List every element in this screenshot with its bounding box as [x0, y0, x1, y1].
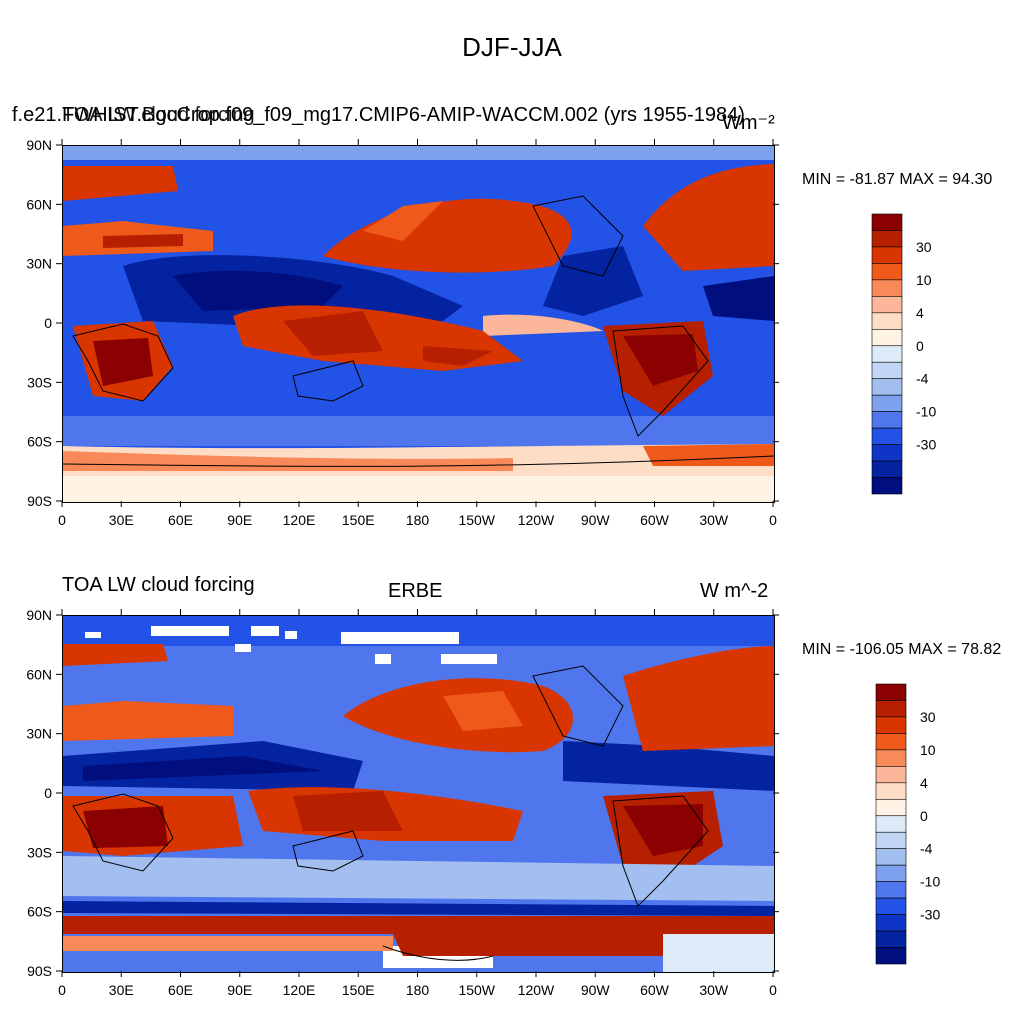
colorbar-swatch	[871, 477, 903, 495]
colorbar-swatch	[875, 947, 907, 965]
colorbar-swatch	[875, 700, 907, 718]
colorbar-swatch	[875, 716, 907, 734]
colorbar-label: 30	[916, 239, 932, 255]
colorbar-label: 0	[920, 808, 928, 824]
panel-2-map	[62, 615, 775, 973]
panel-1-map	[62, 145, 775, 503]
colorbar-swatch	[875, 914, 907, 932]
colorbar-swatch	[875, 897, 907, 915]
colorbar-swatch	[875, 766, 907, 784]
colorbar-label: -4	[916, 371, 929, 387]
colorbar-label: 4	[920, 775, 928, 791]
panel-1-variable-label: TOA LW cloud forcing	[62, 104, 255, 126]
colorbar-label: 10	[916, 272, 932, 288]
panel-2-variable-label: TOA LW cloud forcing	[62, 574, 255, 596]
panel-2-dataset-label: ERBE	[388, 580, 443, 602]
panel-2-minmax: MIN = -106.05 MAX = 78.82	[802, 641, 1002, 658]
colorbar-label: -4	[920, 841, 933, 857]
colorbar-swatch	[875, 798, 907, 817]
panel-1-contour-field	[63, 146, 774, 502]
colorbar-label: -10	[920, 874, 940, 890]
panel-1-units-label: Wm⁻²	[722, 112, 775, 134]
colorbar-label: 0	[916, 338, 924, 354]
colorbar-swatch	[875, 815, 907, 833]
colorbar-swatch	[875, 848, 907, 866]
colorbar-swatch	[875, 749, 907, 767]
main-title: DJF-JJA	[462, 32, 562, 62]
panel-1-case-label: f.e21.FWHIST.BgcCrop.f09_f09_mg17.CMIP6-…	[12, 104, 745, 126]
colorbar-swatch	[875, 733, 907, 751]
panel-1-minmax: MIN = -81.87 MAX = 94.30	[802, 171, 993, 188]
colorbar-swatch	[875, 683, 907, 701]
colorbar-label: 10	[920, 742, 936, 758]
colorbar-label: -10	[916, 404, 936, 420]
panel-2-contour-field	[63, 616, 774, 972]
colorbar-label: -30	[916, 437, 936, 453]
colorbar-swatch	[875, 864, 907, 882]
colorbar-swatch	[875, 881, 907, 899]
colorbar-label: 30	[920, 709, 936, 725]
colorbar-swatch	[875, 930, 907, 948]
colorbar-swatch	[875, 782, 907, 800]
colorbar-label: -30	[920, 907, 940, 923]
colorbar-swatch	[875, 831, 907, 850]
panel-2-units-label: W m^-2	[700, 580, 769, 602]
colorbar-label: 4	[916, 305, 924, 321]
